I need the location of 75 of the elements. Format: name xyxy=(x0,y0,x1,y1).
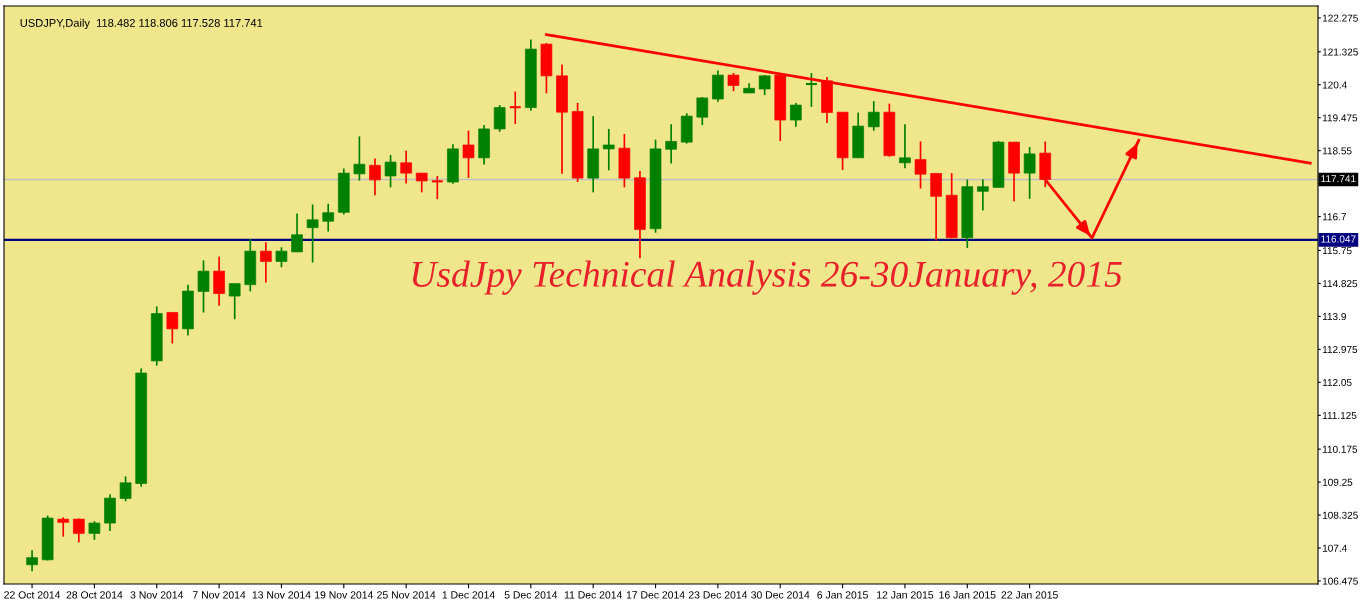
candlestick xyxy=(384,154,397,189)
y-tick-label: 106.475 xyxy=(1322,577,1358,585)
x-tick-label: 3 Nov 2014 xyxy=(130,591,184,599)
y-tick-label: 122.275 xyxy=(1322,14,1358,22)
candlestick xyxy=(73,517,85,544)
x-tick-label: 25 Nov 2014 xyxy=(377,591,436,599)
candlestick xyxy=(1023,146,1036,200)
x-tick-label: 23 Dec 2014 xyxy=(688,591,748,599)
x-tick-label: 11 Dec 2014 xyxy=(564,591,623,599)
candlestick xyxy=(867,100,880,132)
candlestick xyxy=(275,246,288,269)
x-tick-label: 22 Jan 2015 xyxy=(1001,591,1058,599)
y-tick-label: 118.55 xyxy=(1322,147,1352,155)
candlestick xyxy=(260,241,272,284)
x-tick-label: 19 Nov 2014 xyxy=(315,591,374,599)
candlestick xyxy=(508,90,522,125)
candlestick xyxy=(758,74,771,96)
x-tick-label: 6 Jan 2015 xyxy=(817,591,868,599)
x-tick-label: 1 Dec 2014 xyxy=(442,591,495,599)
candlestick xyxy=(790,102,802,128)
x-tick-label: 5 Dec 2014 xyxy=(504,591,558,599)
y-tick-label: 109.25 xyxy=(1322,478,1353,486)
candlestick xyxy=(977,178,989,212)
candlestick xyxy=(353,135,366,182)
y-tick-label: 112.05 xyxy=(1322,378,1352,387)
candlestick xyxy=(166,311,179,345)
x-tick-label: 17 Dec 2014 xyxy=(626,591,685,599)
text: USDJPY,Daily 118.482 118.806 117.528 117.741 xyxy=(20,18,263,30)
ref-line-label: 116.047 xyxy=(1321,235,1356,243)
candlestick xyxy=(369,157,381,197)
candlestick xyxy=(430,175,444,200)
x-tick-label: 7 Nov 2014 xyxy=(193,591,246,599)
candlestick xyxy=(88,520,101,541)
y-tick-label: 119.475 xyxy=(1322,114,1358,122)
candlestick xyxy=(804,72,818,108)
candlestick xyxy=(197,259,210,314)
candlestick xyxy=(228,282,241,321)
y-tick-label: 116.7 xyxy=(1322,213,1346,221)
x-tick-label: 12 Jan 2015 xyxy=(877,591,934,599)
candlestick xyxy=(914,140,927,190)
y-tick-label: 112.975 xyxy=(1322,345,1358,354)
x-tick-label: 28 Oct 2014 xyxy=(66,591,123,599)
candlestick xyxy=(415,172,428,194)
candlestick xyxy=(400,149,412,185)
y-tick-label: 115.75 xyxy=(1322,247,1352,255)
y-tick-label: 113.9 xyxy=(1322,313,1346,321)
candlestick xyxy=(322,202,335,233)
candlestick xyxy=(727,72,740,93)
y-tick-label: 110.175 xyxy=(1322,445,1358,453)
y-tick-label: 121.325 xyxy=(1322,48,1358,56)
y-tick-label: 111.125 xyxy=(1322,411,1357,419)
candlestick xyxy=(291,212,303,253)
candlestick xyxy=(462,129,475,179)
candlestick xyxy=(493,104,506,133)
x-tick-label: 16 Jan 2015 xyxy=(939,591,996,599)
candlestick xyxy=(57,516,70,538)
x-tick-label: 22 Oct 2014 xyxy=(4,591,61,599)
candlestick xyxy=(213,256,225,307)
candlestick xyxy=(26,549,38,573)
candlestick xyxy=(665,123,677,165)
candlestick xyxy=(930,172,942,242)
candlestick xyxy=(899,123,911,169)
y-tick-label: 108.325 xyxy=(1322,511,1358,519)
ref-line-label: 117.741 xyxy=(1321,175,1356,183)
candlestick xyxy=(306,203,319,264)
candlestick xyxy=(696,96,709,126)
y-tick-label: 120.4 xyxy=(1322,81,1347,89)
candlestick xyxy=(712,69,724,103)
x-tick-label: 13 Nov 2014 xyxy=(252,591,311,599)
x-tick-label: 30 Dec 2014 xyxy=(751,591,810,599)
candlestick xyxy=(119,475,132,503)
y-tick-label: 114.825 xyxy=(1322,280,1358,288)
text: UsdJpy Technical Analysis 26-30January, 2015 xyxy=(412,260,1122,295)
candlestick xyxy=(602,128,615,172)
y-tick-label: 107.4 xyxy=(1322,544,1347,552)
